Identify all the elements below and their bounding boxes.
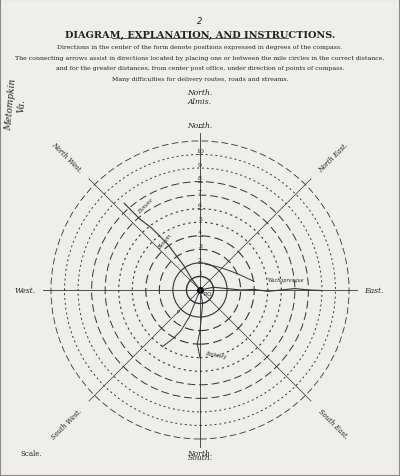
Text: 3: 3 xyxy=(198,243,202,248)
Text: 2: 2 xyxy=(197,17,203,26)
Text: 8: 8 xyxy=(198,176,202,181)
Text: East.: East. xyxy=(364,287,384,294)
Text: Many difficulties for delivery routes, roads and streams.: Many difficulties for delivery routes, r… xyxy=(112,77,288,81)
Text: North West.: North West. xyxy=(50,140,84,174)
Text: P.O.: P.O. xyxy=(203,292,213,297)
Text: P: P xyxy=(177,309,180,315)
Text: 7: 7 xyxy=(198,189,202,194)
Text: South.: South. xyxy=(188,453,212,461)
Text: DIAGRAM, EXPLANATION, AND INSTRUCTIONS.: DIAGRAM, EXPLANATION, AND INSTRUCTIONS. xyxy=(65,31,335,40)
Text: Metompkin
Va.: Metompkin Va. xyxy=(4,78,28,131)
Text: 9: 9 xyxy=(198,162,202,168)
Text: North.: North. xyxy=(187,449,213,457)
Text: 2: 2 xyxy=(198,257,202,262)
Text: 10: 10 xyxy=(196,149,204,154)
Text: Directions in the center of the form denote positions expressed in degrees of th: Directions in the center of the form den… xyxy=(57,45,343,50)
Text: Scale.: Scale. xyxy=(20,449,42,457)
Text: North.
Almis.: North. Almis. xyxy=(187,89,213,106)
Text: The connecting arrows assist in directions located by placing one or between the: The connecting arrows assist in directio… xyxy=(15,56,385,60)
Text: Wachapreague: Wachapreague xyxy=(268,277,304,282)
Text: and for the greater distances, from center post office, under direction of point: and for the greater distances, from cent… xyxy=(56,66,344,71)
Text: Exmore: Exmore xyxy=(137,198,154,215)
Text: 5: 5 xyxy=(198,217,202,221)
Text: Bloxom: Bloxom xyxy=(157,233,172,250)
Text: 1: 1 xyxy=(198,270,202,276)
Text: North.: North. xyxy=(187,121,213,129)
Text: North East.: North East. xyxy=(316,141,350,174)
Text: South East.: South East. xyxy=(316,407,350,440)
Text: West.: West. xyxy=(15,287,36,294)
Text: 6: 6 xyxy=(198,203,202,208)
Text: Parksley: Parksley xyxy=(206,350,227,358)
Text: South West.: South West. xyxy=(50,407,84,440)
Text: 4: 4 xyxy=(198,230,202,235)
